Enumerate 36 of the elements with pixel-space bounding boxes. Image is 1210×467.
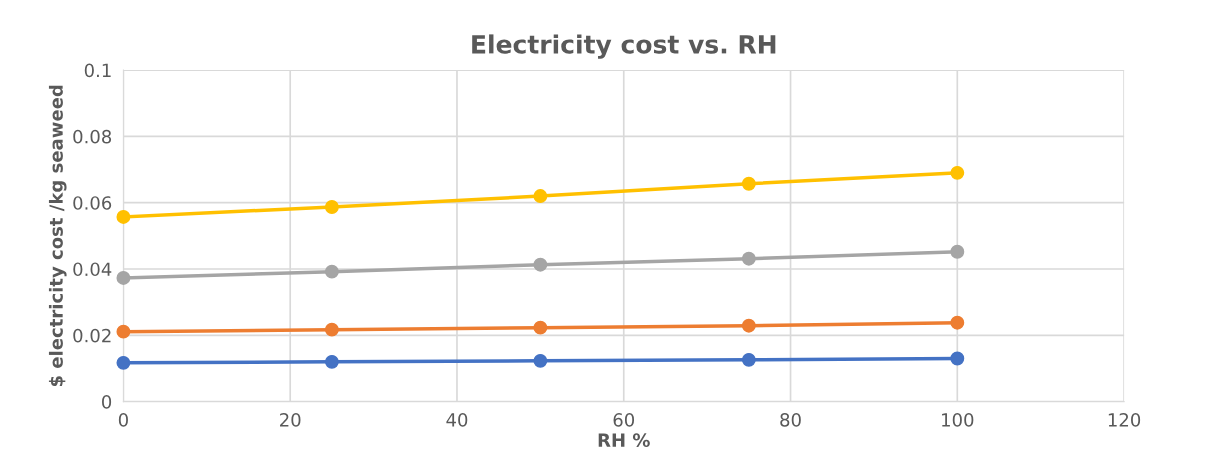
point — [741, 318, 756, 333]
point — [116, 324, 131, 339]
point — [324, 322, 339, 337]
point — [950, 165, 965, 180]
point — [324, 354, 339, 369]
x-tick-label: 60 — [613, 413, 635, 427]
y-tick-label: 0 — [102, 395, 112, 409]
x-tick-label: 120 — [1108, 413, 1141, 427]
point — [950, 351, 965, 366]
point — [950, 315, 965, 330]
point — [741, 352, 756, 367]
x-tick-label: 0 — [118, 413, 128, 427]
point — [116, 355, 131, 370]
point — [324, 200, 339, 214]
point — [533, 320, 548, 335]
point — [116, 209, 131, 224]
y-tick-label: 0.08 — [73, 129, 112, 144]
point — [116, 270, 131, 285]
point — [324, 264, 339, 279]
x-tick-label: 100 — [942, 413, 974, 427]
x-tick-label: 80 — [780, 413, 801, 427]
x-axis-title: RH % — [598, 433, 650, 447]
point — [741, 176, 756, 191]
point — [533, 257, 548, 272]
point — [533, 189, 548, 203]
point — [950, 244, 965, 259]
y-tick-label: 0.06 — [73, 196, 112, 210]
point — [741, 251, 756, 266]
x-tick-label: 40 — [446, 413, 468, 427]
y-tick-label: 0.1 — [84, 63, 111, 78]
y-axis-title: $ electricity cost /kg seaweed — [48, 85, 67, 387]
y-tick-label: 0.02 — [73, 328, 111, 343]
chart-title: Electricity cost vs. RH — [472, 34, 776, 59]
x-tick-label: 20 — [280, 413, 301, 427]
point — [533, 353, 548, 368]
y-tick-label: 0.04 — [73, 262, 112, 277]
